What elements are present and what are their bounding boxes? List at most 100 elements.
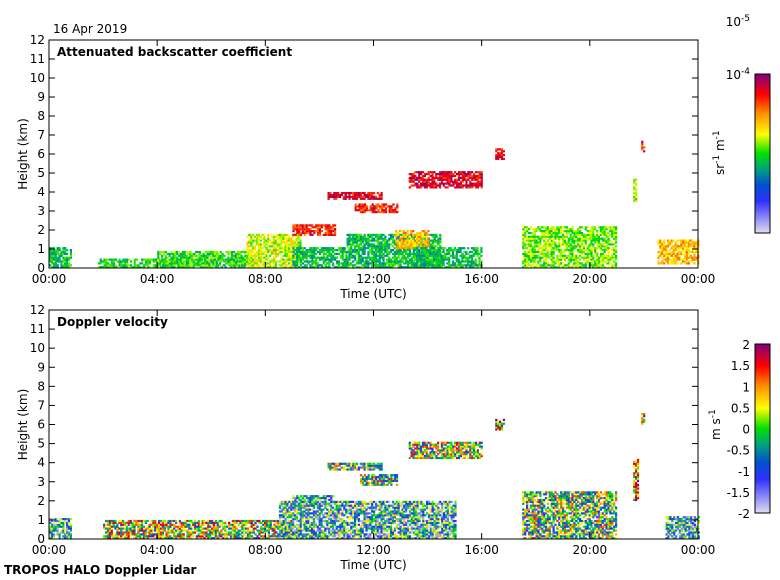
data-cell — [376, 233, 379, 236]
data-cell — [207, 521, 210, 524]
data-cell — [531, 231, 534, 235]
data-cell — [524, 256, 527, 259]
data-cell — [388, 205, 391, 208]
data-cell — [131, 531, 134, 534]
data-cell — [106, 537, 110, 540]
data-cell — [615, 231, 618, 235]
data-cell — [122, 266, 125, 269]
data-cell — [67, 256, 71, 259]
data-cell — [560, 228, 563, 231]
data-cell — [329, 192, 332, 195]
data-cell — [135, 258, 138, 261]
data-cell — [232, 260, 235, 263]
data-cell — [546, 256, 549, 259]
data-cell — [548, 233, 551, 236]
data-cell — [159, 519, 163, 523]
data-cell — [395, 249, 398, 252]
data-cell — [661, 243, 664, 246]
data-cell — [554, 228, 557, 231]
data-cell — [429, 184, 432, 187]
data-cell — [419, 262, 422, 265]
data-cell — [596, 266, 599, 269]
data-cell — [594, 260, 597, 263]
data-cell — [235, 531, 238, 534]
data-cell — [663, 254, 666, 257]
data-cell — [299, 226, 303, 229]
data-cell — [248, 529, 251, 532]
data-cell — [465, 186, 468, 189]
data-cell — [127, 531, 130, 534]
data-cell — [440, 247, 443, 250]
data-cell — [216, 529, 219, 532]
data-cell — [465, 266, 468, 269]
data-cell — [267, 521, 270, 524]
data-cell — [500, 155, 504, 159]
data-cell — [571, 241, 574, 244]
data-cell — [433, 250, 436, 254]
data-cell — [560, 230, 563, 233]
data-cell — [573, 258, 576, 261]
data-cell — [550, 230, 553, 233]
data-cell — [299, 249, 302, 252]
data-cell — [299, 256, 302, 259]
data-cell — [367, 250, 370, 254]
data-cell — [469, 262, 472, 265]
data-cell — [365, 260, 368, 263]
data-cell — [410, 231, 413, 235]
data-cell — [388, 245, 391, 248]
data-cell — [108, 529, 111, 532]
data-cell — [461, 180, 464, 183]
data-cell — [674, 252, 677, 255]
data-cell — [135, 535, 138, 538]
data-cell — [58, 533, 61, 536]
data-cell — [473, 173, 476, 176]
data-cell — [607, 237, 610, 240]
data-cell — [183, 256, 186, 259]
data-cell — [376, 264, 379, 267]
data-cell — [307, 262, 310, 265]
data-cell — [383, 203, 386, 206]
y-tick-label: 3 — [37, 204, 45, 218]
data-cell — [357, 258, 360, 261]
data-cell — [407, 252, 410, 255]
data-cell — [307, 254, 310, 257]
data-cell — [257, 254, 260, 257]
data-cell — [195, 535, 198, 538]
data-cell — [437, 237, 440, 240]
data-cell — [594, 250, 597, 254]
data-cell — [305, 264, 308, 267]
data-cell — [274, 247, 277, 250]
data-cell — [103, 260, 106, 263]
data-cell — [298, 224, 301, 227]
data-cell — [435, 184, 438, 187]
data-cell — [120, 266, 123, 269]
data-cell — [374, 197, 378, 200]
data-cell — [271, 241, 274, 244]
data-cell — [212, 529, 216, 532]
data-cell — [550, 264, 553, 267]
data-cell — [114, 535, 117, 538]
data-cell — [596, 250, 599, 254]
data-cell — [352, 243, 355, 246]
data-cell — [179, 266, 182, 269]
data-cell — [237, 533, 240, 536]
data-cell — [49, 254, 52, 257]
data-cell — [427, 249, 430, 252]
data-cell — [317, 264, 320, 267]
data-cell — [241, 535, 244, 538]
data-cell — [49, 519, 52, 523]
data-cell — [552, 226, 555, 229]
data-cell — [438, 254, 441, 257]
data-cell — [229, 523, 233, 526]
data-cell — [173, 527, 176, 530]
data-cell — [124, 266, 127, 269]
tick-base: 10 — [726, 68, 741, 82]
data-cell — [666, 245, 670, 248]
data-cell — [318, 249, 322, 252]
data-cell — [399, 249, 402, 252]
data-cell — [668, 243, 671, 246]
data-cell — [685, 252, 688, 255]
data-cell — [524, 264, 527, 267]
data-cell — [192, 523, 195, 526]
data-cell — [495, 155, 498, 159]
